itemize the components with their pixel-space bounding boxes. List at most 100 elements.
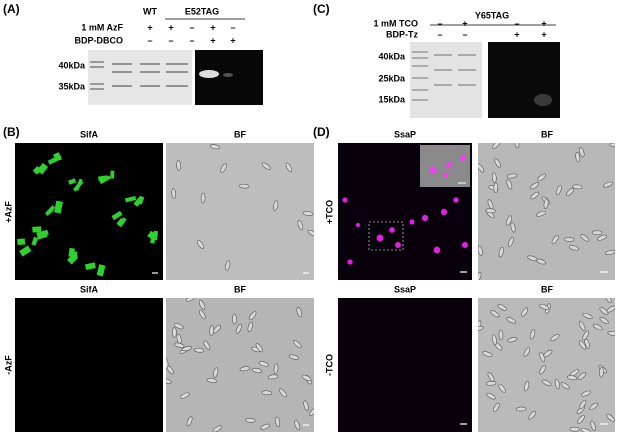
cell [84,262,96,271]
cell [173,323,184,330]
cell [193,347,205,353]
cell [529,182,540,190]
channel-label: SsaP [394,129,416,139]
row-label: 1 mM TCO [373,18,418,28]
cell [206,377,218,383]
cells-bf [478,143,615,280]
cell [461,241,469,249]
cells-fluor [17,152,158,277]
condition-label: +TCO [324,200,334,224]
cell [124,196,137,203]
cell [609,143,615,148]
cell [31,236,39,246]
cell [506,215,512,226]
cell [577,415,585,424]
cell [36,230,48,240]
cell [147,230,156,240]
channel-label: SifA [80,284,99,294]
cell [198,309,206,320]
sign: – [462,29,467,39]
cell [514,143,520,149]
sign: + [462,18,467,28]
sign: + [230,35,235,45]
zoom-box [368,221,404,251]
channel-label: SifA [80,129,99,139]
cell [213,367,219,378]
sign: + [210,35,215,45]
cell [493,182,499,193]
cell [238,183,250,189]
cell [543,349,553,358]
cell [543,198,549,209]
cell [599,307,609,315]
group-label: E52TAG [185,6,219,16]
cell [494,158,502,168]
cell [524,381,530,392]
cell [245,418,256,423]
cell [581,390,592,397]
sign: + [514,29,519,39]
cell [355,222,361,228]
cell [220,163,227,173]
cell [75,178,83,191]
cell [579,400,587,410]
cell [260,423,271,430]
sign: + [210,22,215,32]
cell [541,379,552,386]
row-label: 1 mM AzF [81,22,123,32]
cell [421,214,429,222]
cell [181,346,193,352]
cell [32,166,42,175]
cell [37,162,49,175]
cell [196,239,205,249]
cell [251,367,263,373]
cells-bf [166,298,314,432]
cell [203,340,211,350]
cell [490,310,500,318]
cells-fluor [342,197,469,265]
cell [255,343,263,353]
cell [599,316,609,324]
cell [575,151,581,163]
channel-label: BF [541,284,553,294]
sign: – [230,22,235,32]
cell [186,416,193,427]
cell [200,192,206,204]
cell [248,311,257,321]
row-label: BDP-DBCO [75,35,124,45]
cell [395,242,401,248]
cell [607,331,615,336]
cell [171,188,177,199]
cell [539,365,547,375]
group-label: Y65TAG [475,10,509,20]
cell [96,264,106,277]
channel-label: BF [541,129,553,139]
panel-label: (B) [3,125,20,139]
cell [485,381,497,386]
cell [566,375,578,381]
inset-cells [429,155,466,178]
cell [433,246,441,254]
cell [440,208,448,216]
cell [599,366,604,378]
sign: – [437,29,442,39]
cell [492,402,500,413]
cell [569,426,580,432]
cell [478,326,484,331]
cell [578,147,585,158]
cell [389,227,395,233]
cell [19,245,32,257]
cells-bf [478,298,615,432]
cell [232,313,237,325]
cell [550,334,560,342]
sign: + [541,29,546,39]
cell [267,374,279,380]
cell [185,298,196,302]
channel-label: SsaP [394,284,416,294]
cell [309,407,314,416]
cell [258,361,269,367]
cell [529,329,536,340]
gel-bands [90,61,188,90]
cell [54,200,63,214]
cell [521,307,529,317]
